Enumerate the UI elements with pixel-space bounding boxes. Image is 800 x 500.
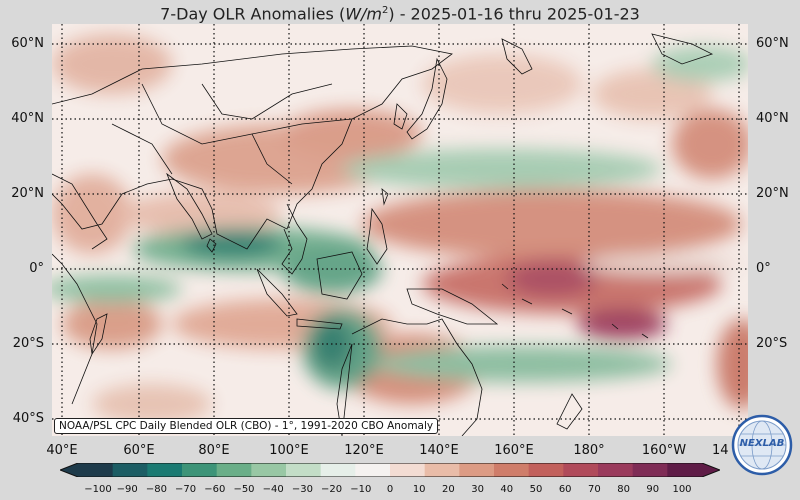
lon-label-160w: 160°W [641,443,687,458]
lat-label-20s-right: 20°S [756,336,788,351]
nexlab-globe-logo: NEXLAB [731,414,793,476]
colorbar-tick-label: −80 [145,484,167,495]
colorbar-segment [667,463,703,477]
colorbar-tick-label: −30 [291,484,313,495]
lon-label-120e: 120°E [344,443,384,458]
colorbar-segment [286,463,322,477]
colorbar-segment [320,463,356,477]
colorbar-tick-label: −100 [84,484,112,495]
colorbar-segment [78,463,114,477]
colorbar-tick-label: 10 [412,484,426,495]
lat-label-eq-left: 0° [29,261,44,276]
colorbar-segment [459,463,495,477]
data-source-credit: NOAA/PSL CPC Daily Blended OLR (CBO) - 1… [54,418,439,434]
colorbar-tick-label: −10 [350,484,372,495]
map-title: 7-Day OLR Anomalies (W/m2) - 2025-01-16 … [160,4,640,24]
lon-label-80e: 80°E [198,443,230,458]
lon-label-160e: 160°E [494,443,534,458]
lat-label-20n-right: 20°N [756,186,789,201]
lat-label-40n-left: 40°N [11,111,44,126]
colorbar-tick-label: 30 [471,484,484,495]
lat-label-40n-right: 40°N [756,111,789,126]
lon-label-40e: 40°E [46,443,78,458]
colorbar-tick-label: 90 [646,484,660,495]
lat-label-40s-left: 40°S [12,411,44,426]
colorbar-tick-label: 80 [617,484,630,495]
colorbar-tick-label: −70 [175,484,197,495]
lat-label-20n-left: 20°N [11,186,44,201]
colorbar-tick-label: 0 [386,484,394,495]
colorbar-tick-label: 20 [442,484,455,495]
colorbar-tick-label: 70 [588,484,601,495]
colorbar-segment [632,463,668,477]
lon-label-180: 180° [573,443,605,458]
colorbar-segment [528,463,564,477]
colorbar [60,463,720,477]
colorbar-tick-label: 60 [558,484,572,495]
lon-label-140e: 140°E [419,443,459,458]
lat-label-60n-left: 60°N [11,36,44,51]
lat-label-20s-left: 20°S [12,336,44,351]
lon-label-100e: 100°E [269,443,309,458]
svg-text:NEXLAB: NEXLAB [740,438,785,449]
lon-label-140w-clipped: 14 [712,443,729,458]
colorbar-tick-label: −60 [204,484,226,495]
olr-anomaly-map [52,24,748,436]
colorbar-tick-label: −40 [262,484,284,495]
lat-label-eq-right: 0° [756,261,771,276]
colorbar-tick-label: −20 [321,484,343,495]
colorbar-segment [598,463,634,477]
colorbar-tick-label: 50 [529,484,543,495]
colorbar-segment [355,463,391,477]
colorbar-segment [147,463,183,477]
colorbar-segment [563,463,599,477]
colorbar-tick-label: −50 [233,484,255,495]
colorbar-segment [390,463,426,477]
lon-label-60e: 60°E [123,443,155,458]
lat-label-60n-right: 60°N [756,36,789,51]
anomaly-field [52,24,748,436]
colorbar-segment [251,463,287,477]
colorbar-segment [112,463,148,477]
colorbar-tick-label: 100 [672,484,692,495]
colorbar-segment [182,463,218,477]
colorbar-tick-label: 40 [500,484,514,495]
colorbar-segment [216,463,252,477]
colorbar-max-extend [702,463,720,477]
colorbar-tick-label: −90 [116,484,138,495]
colorbar-segment [494,463,530,477]
colorbar-min-extend [60,463,78,477]
colorbar-segment [424,463,460,477]
